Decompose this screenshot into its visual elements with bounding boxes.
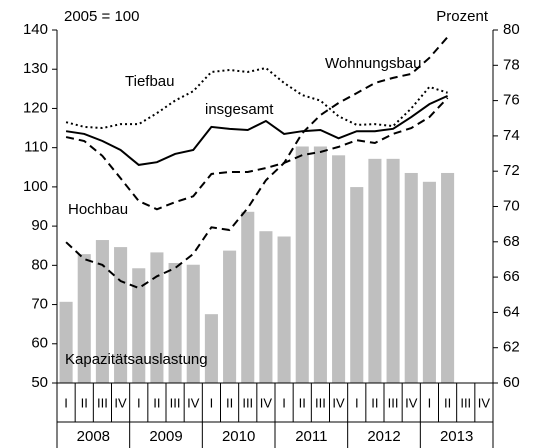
x-tick-label: I xyxy=(64,395,68,410)
x-tick-label: II xyxy=(153,395,160,410)
y-tick-label: 140 xyxy=(23,21,48,38)
series-label: Hochbau xyxy=(68,201,128,218)
x-tick-label: IV xyxy=(260,395,273,410)
bar xyxy=(295,146,309,383)
y-tick-label: 130 xyxy=(23,60,48,77)
year-label: 2013 xyxy=(440,428,473,445)
series-label: Tiefbau xyxy=(125,73,174,90)
series-label: insgesamt xyxy=(205,101,274,118)
y2-tick-label: 68 xyxy=(503,233,520,250)
x-tick-label: II xyxy=(226,395,233,410)
line-series xyxy=(65,66,448,130)
y-tick-label: 80 xyxy=(31,256,48,273)
bar xyxy=(277,236,291,383)
x-tick-label: II xyxy=(299,395,306,410)
series-label: Wohnungsbau xyxy=(325,55,421,72)
x-tick-label: III xyxy=(460,395,471,410)
y2-tick-label: 66 xyxy=(503,268,520,285)
year-label: 2012 xyxy=(367,428,400,445)
x-tick-label: III xyxy=(170,395,181,410)
bar xyxy=(404,172,418,383)
line-series xyxy=(65,36,449,290)
year-label: 2008 xyxy=(77,428,110,445)
right-axis-label: Prozent xyxy=(436,8,489,25)
y-tick-label: 60 xyxy=(31,335,48,352)
bar xyxy=(332,155,346,383)
year-label: 2010 xyxy=(222,428,255,445)
bar xyxy=(422,181,436,383)
bar xyxy=(204,314,218,383)
x-tick-label: I xyxy=(210,395,214,410)
bar xyxy=(59,301,73,383)
bar xyxy=(386,158,400,383)
x-tick-label: I xyxy=(355,395,359,410)
bar xyxy=(150,252,164,383)
x-tick-label: IV xyxy=(332,395,345,410)
bar xyxy=(313,146,327,383)
bar xyxy=(241,211,255,383)
bar xyxy=(95,240,109,383)
line-series xyxy=(65,94,448,166)
y2-tick-label: 70 xyxy=(503,197,520,214)
bar xyxy=(132,268,146,383)
x-tick-label: IV xyxy=(478,395,491,410)
y-tick-label: 70 xyxy=(31,296,48,313)
y2-tick-label: 72 xyxy=(503,162,520,179)
series-label: Kapazitätsauslastung xyxy=(65,351,208,368)
bar xyxy=(168,262,182,383)
y-tick-label: 90 xyxy=(31,217,48,234)
x-tick-label: IV xyxy=(114,395,127,410)
bar xyxy=(77,254,91,383)
y2-tick-label: 60 xyxy=(503,374,520,391)
x-tick-label: II xyxy=(81,395,88,410)
x-tick-label: III xyxy=(315,395,326,410)
bar xyxy=(186,264,200,383)
x-tick-label: III xyxy=(97,395,108,410)
bar xyxy=(368,158,382,383)
x-tick-label: II xyxy=(371,395,378,410)
bar xyxy=(114,247,128,383)
y2-tick-label: 74 xyxy=(503,127,520,144)
y-tick-label: 110 xyxy=(24,139,48,156)
x-tick-label: IV xyxy=(187,395,200,410)
x-tick-label: I xyxy=(137,395,141,410)
left-axis-label: 2005 = 100 xyxy=(64,8,140,25)
x-tick-label: I xyxy=(282,395,286,410)
bar xyxy=(441,172,455,383)
y2-tick-label: 62 xyxy=(503,339,520,356)
x-tick-label: I xyxy=(428,395,432,410)
bar xyxy=(350,187,364,383)
x-tick-label: III xyxy=(242,395,253,410)
y-tick-label: 100 xyxy=(23,178,48,195)
year-label: 2011 xyxy=(295,428,327,445)
y2-tick-label: 80 xyxy=(503,21,520,38)
y2-tick-label: 64 xyxy=(503,303,520,320)
bar xyxy=(259,231,273,383)
y2-tick-label: 76 xyxy=(503,92,520,109)
line-series xyxy=(65,97,449,211)
y-tick-label: 50 xyxy=(31,374,48,391)
bar xyxy=(223,250,237,383)
year-label: 2009 xyxy=(149,428,182,445)
x-tick-label: II xyxy=(444,395,451,410)
y-tick-label: 120 xyxy=(23,99,48,116)
y2-tick-label: 78 xyxy=(503,56,520,73)
x-tick-label: III xyxy=(388,395,399,410)
x-tick-label: IV xyxy=(405,395,418,410)
